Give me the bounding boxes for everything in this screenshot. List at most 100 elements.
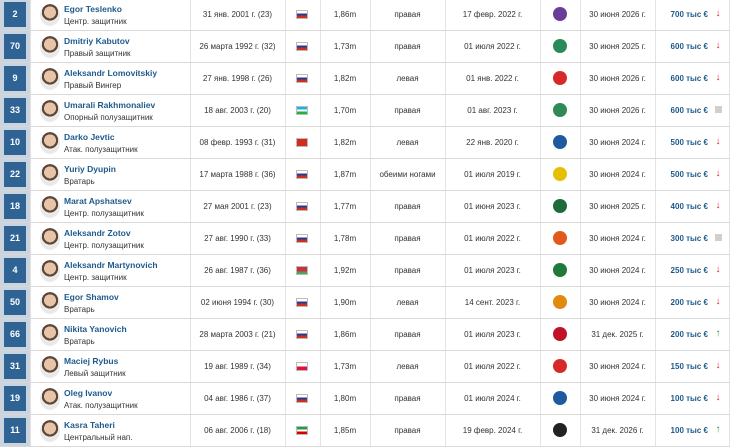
- cell-border: [655, 319, 656, 350]
- cell-border: [30, 319, 31, 350]
- previous-club-logo[interactable]: [553, 7, 567, 21]
- joined-date: 01 авг. 2023 г.: [467, 106, 518, 115]
- player-photo: [40, 388, 60, 410]
- cell-border: [445, 415, 446, 446]
- trend-icon: ↓: [715, 264, 721, 275]
- player-name[interactable]: Nikita Yanovich: [64, 324, 127, 334]
- cell-border: [580, 63, 581, 94]
- cell-border: [445, 383, 446, 414]
- previous-club-logo[interactable]: [553, 359, 567, 373]
- nationality-flag: [296, 234, 308, 243]
- cell-border: [540, 159, 541, 190]
- cell-border: [30, 223, 31, 254]
- cell-border: [190, 383, 191, 414]
- cell-border: [370, 287, 371, 318]
- contract-end: 30 июня 2024 г.: [589, 266, 646, 275]
- market-value[interactable]: 250 тыс €: [670, 266, 708, 275]
- player-photo: [40, 196, 60, 218]
- cell-border: [320, 191, 321, 222]
- previous-club-logo[interactable]: [553, 199, 567, 213]
- cell-border: [30, 95, 31, 126]
- shirt-number: 33: [4, 98, 26, 123]
- previous-club-logo[interactable]: [553, 135, 567, 149]
- cell-border: [320, 31, 321, 62]
- cell-border: [320, 159, 321, 190]
- cell-border: [370, 415, 371, 446]
- player-photo: [40, 4, 60, 26]
- cell-border: [655, 383, 656, 414]
- previous-club-logo[interactable]: [553, 263, 567, 277]
- cell-border: [540, 223, 541, 254]
- height: 1,86m: [333, 10, 357, 19]
- previous-club-logo[interactable]: [553, 103, 567, 117]
- contract-end: 30 июня 2026 г.: [589, 106, 646, 115]
- player-row: 22 Yuriy Dyupin Вратарь 17 марта 1988 г. (3…: [0, 159, 730, 191]
- cell-border: [580, 31, 581, 62]
- cell-border: [540, 383, 541, 414]
- height: 1,77m: [333, 202, 357, 211]
- market-value[interactable]: 200 тыс €: [670, 330, 708, 339]
- height: 1,82m: [333, 138, 357, 147]
- market-value[interactable]: 200 тыс €: [670, 298, 708, 307]
- previous-club-logo[interactable]: [553, 295, 567, 309]
- player-name[interactable]: Darko Jevtic: [64, 132, 115, 142]
- cell-border: [30, 383, 31, 414]
- foot: правая: [394, 330, 421, 339]
- foot: левая: [396, 298, 419, 307]
- market-value[interactable]: 500 тыс €: [670, 138, 708, 147]
- shirt-number: 2: [4, 2, 26, 27]
- cell-border: [445, 351, 446, 382]
- market-value[interactable]: 300 тыс €: [670, 234, 708, 243]
- market-value[interactable]: 400 тыс €: [670, 202, 708, 211]
- player-name[interactable]: Oleg Ivanov: [64, 388, 113, 398]
- player-position: Левый защитник: [64, 369, 126, 378]
- player-name[interactable]: Umarali Rakhmonaliev: [64, 100, 156, 110]
- previous-club-logo[interactable]: [553, 423, 567, 437]
- previous-club-logo[interactable]: [553, 71, 567, 85]
- player-photo: [40, 68, 60, 90]
- previous-club-logo[interactable]: [553, 167, 567, 181]
- joined-date: 01 июня 2023 г.: [464, 202, 521, 211]
- shirt-number: 4: [4, 258, 26, 283]
- player-name[interactable]: Maciej Rybus: [64, 356, 119, 366]
- height: 1,85m: [333, 426, 357, 435]
- cell-border: [320, 287, 321, 318]
- player-name[interactable]: Egor Shamov: [64, 292, 119, 302]
- player-name[interactable]: Kasra Taheri: [64, 420, 115, 430]
- player-photo: [40, 260, 60, 282]
- player-name[interactable]: Aleksandr Martynovich: [64, 260, 158, 270]
- player-position: Вратарь: [64, 305, 95, 314]
- player-name[interactable]: Yuriy Dyupin: [64, 164, 116, 174]
- cell-border: [370, 383, 371, 414]
- market-value[interactable]: 600 тыс €: [670, 74, 708, 83]
- previous-club-logo[interactable]: [553, 39, 567, 53]
- market-value[interactable]: 600 тыс €: [670, 106, 708, 115]
- player-name[interactable]: Egor Teslenko: [64, 4, 122, 14]
- previous-club-logo[interactable]: [553, 231, 567, 245]
- previous-club-logo[interactable]: [553, 327, 567, 341]
- player-name[interactable]: Aleksandr Zotov: [64, 228, 131, 238]
- market-value[interactable]: 150 тыс €: [670, 362, 708, 371]
- nationality-flag: [296, 138, 308, 147]
- cell-border: [655, 159, 656, 190]
- cell-border: [285, 31, 286, 62]
- player-name[interactable]: Marat Apshatsev: [64, 196, 132, 206]
- cell-border: [285, 63, 286, 94]
- cell-border: [30, 0, 31, 30]
- market-value[interactable]: 100 тыс €: [670, 426, 708, 435]
- market-value[interactable]: 500 тыс €: [670, 170, 708, 179]
- player-name[interactable]: Aleksandr Lomovitskiy: [64, 68, 158, 78]
- player-name[interactable]: Dmitriy Kabutov: [64, 36, 130, 46]
- cell-border: [30, 287, 31, 318]
- previous-club-logo[interactable]: [553, 391, 567, 405]
- market-value[interactable]: 700 тыс €: [670, 10, 708, 19]
- player-position: Вратарь: [64, 177, 95, 186]
- market-value[interactable]: 100 тыс €: [670, 394, 708, 403]
- cell-border: [540, 95, 541, 126]
- player-photo: [40, 420, 60, 442]
- cell-border: [190, 95, 191, 126]
- market-value[interactable]: 600 тыс €: [670, 42, 708, 51]
- cell-border: [370, 191, 371, 222]
- height: 1,78m: [333, 234, 357, 243]
- cell-border: [320, 351, 321, 382]
